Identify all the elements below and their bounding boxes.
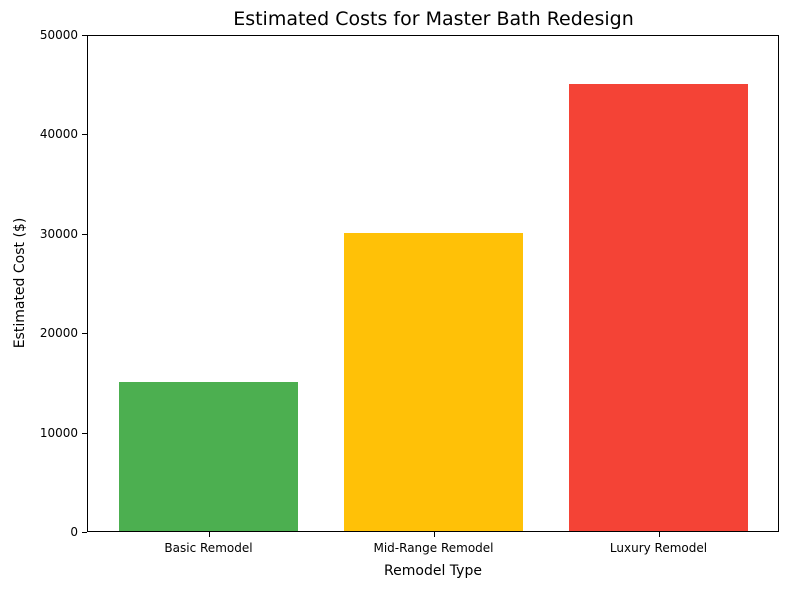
y-tick-label: 30000: [39, 227, 78, 241]
y-axis-label: Estimated Cost ($): [12, 217, 28, 349]
plot-area: [87, 35, 779, 532]
bar-mid-range-remodel: [344, 232, 523, 531]
y-tick-mark: [82, 234, 87, 235]
chart-title: Estimated Costs for Master Bath Redesign: [233, 8, 634, 30]
y-tick-mark: [82, 433, 87, 434]
x-tick-mark: [659, 532, 660, 537]
x-tick-label: Mid-Range Remodel: [373, 541, 494, 555]
y-tick-mark: [82, 134, 87, 135]
bar-luxury-remodel: [569, 83, 748, 531]
x-tick-mark: [209, 532, 210, 537]
x-tick-mark: [434, 532, 435, 537]
y-tick-label: 20000: [39, 326, 78, 340]
x-tick-label: Luxury Remodel: [609, 541, 708, 555]
bar-basic-remodel: [119, 381, 298, 531]
y-tick-mark: [82, 35, 87, 36]
y-tick-label: 40000: [39, 127, 78, 141]
x-axis-label: Remodel Type: [384, 563, 482, 579]
y-tick-mark: [82, 532, 87, 533]
y-tick-label: 50000: [39, 28, 78, 42]
x-tick-label: Basic Remodel: [164, 541, 253, 555]
y-tick-label: 10000: [39, 426, 78, 440]
y-tick-mark: [82, 333, 87, 334]
y-tick-label: 0: [70, 525, 78, 539]
